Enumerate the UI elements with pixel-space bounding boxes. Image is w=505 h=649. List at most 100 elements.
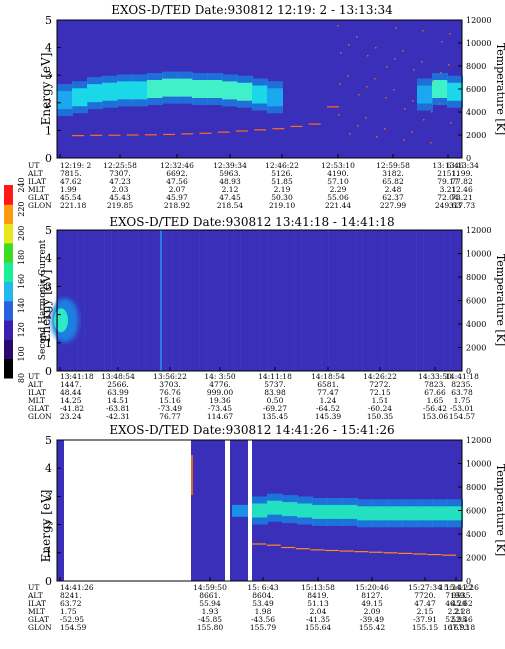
temperature-point	[368, 551, 383, 553]
temperature-point	[254, 129, 267, 131]
orbit-value: 145.39	[315, 412, 341, 421]
heatmap-band-core	[312, 504, 328, 519]
noise-dot	[367, 55, 369, 57]
y-tick-label: 4	[45, 42, 52, 55]
temperature-point	[442, 554, 456, 556]
temperature-point	[266, 544, 281, 546]
temperature-point	[325, 549, 340, 552]
stripe	[328, 230, 329, 371]
orbit-value: 1199.	[451, 169, 472, 178]
orbit-value: 12:46:22	[265, 161, 299, 170]
stripe	[172, 230, 173, 371]
noise-dot	[375, 47, 377, 49]
noise-dot	[347, 75, 349, 77]
orbit-value: 13:13:34	[445, 161, 479, 170]
orbit-value: 83.98	[264, 388, 286, 397]
orbit-value: -73.45	[208, 404, 232, 413]
noise-dot	[450, 122, 452, 124]
noise-dot	[340, 52, 342, 54]
panel-2-orbit-table: UTALTILATMLTGLATGLON13:41:181447.48.4414…	[27, 367, 479, 421]
panel-2-heatmap	[51, 230, 451, 371]
heatmap-band-core	[207, 80, 223, 98]
orbit-value: 1.93	[202, 607, 219, 616]
data-gap	[248, 440, 252, 581]
orbit-value: 12:39:34	[213, 161, 247, 170]
orbit-row-label: GLAT	[28, 615, 49, 624]
orbit-value: 6692.	[166, 169, 187, 178]
stripe	[138, 230, 139, 371]
orbit-value: 48.44	[60, 388, 82, 397]
orbit-row-label: ILAT	[28, 599, 46, 608]
y2-tick-label: 0	[466, 154, 471, 163]
orbit-value: 1.75	[60, 607, 77, 616]
noise-dot	[422, 30, 424, 32]
stripe	[84, 230, 85, 371]
colorbar-swatch	[4, 320, 13, 340]
orbit-value: 154.57	[449, 412, 475, 421]
temperature-point	[90, 134, 103, 136]
orbit-value: -63.81	[106, 404, 130, 413]
y-tick-label: 3	[45, 69, 52, 82]
stripe	[267, 230, 268, 371]
noise-dot	[366, 86, 368, 88]
orbit-value: 2.48	[385, 185, 402, 194]
panel-3-title: EXOS-D/TED Date:930812 14:41:26 - 15:41:…	[109, 423, 394, 437]
data-gap	[225, 440, 230, 581]
orbit-value: 999.00	[207, 388, 233, 397]
panel-3: EXOS-D/TED Date:930812 14:41:26 - 15:41:…	[27, 423, 505, 632]
heatmap-band-core	[447, 506, 463, 521]
noise-dot	[348, 44, 350, 46]
orbit-value: 5737.	[264, 380, 285, 389]
y2-tick-label: 8000	[466, 273, 486, 282]
y2-tick-label: 0	[466, 577, 471, 586]
heatmap-band-core	[117, 81, 133, 100]
orbit-value: 45.62	[451, 599, 473, 608]
orbit-value: 23.24	[60, 412, 82, 421]
orbit-value: -53.01	[450, 404, 474, 413]
colorbar-swatch	[4, 358, 13, 379]
orbit-row-label: ILAT	[28, 177, 46, 186]
orbit-value: 2151.	[437, 169, 458, 178]
orbit-value: 14:33:50	[418, 372, 452, 381]
orbit-value: 154.59	[60, 623, 86, 632]
orbit-value: 218.54	[217, 201, 243, 210]
y-tick-label: 2	[45, 309, 52, 322]
stripe	[165, 230, 166, 371]
orbit-value: 48.93	[219, 177, 241, 186]
orbit-value: 2566.	[107, 380, 128, 389]
orbit-value: 47.62	[60, 177, 82, 186]
y2-tick-label: 12000	[466, 16, 491, 25]
orbit-value: 7307.	[109, 169, 130, 178]
colorbar-label: Second Harmonic Current	[38, 239, 48, 360]
orbit-value: 14:18:54	[311, 372, 345, 381]
y-tick-label: 5	[45, 434, 52, 447]
orbit-value: 15:34:22	[439, 583, 473, 592]
stripe	[240, 230, 241, 371]
orbit-value: 2.09	[364, 607, 381, 616]
panel-1-y2-ticks: 0 2000 4000 6000 8000 10000 12000	[458, 16, 491, 163]
orbit-row-label: GLON	[28, 201, 52, 210]
heatmap-band-core	[147, 80, 163, 98]
orbit-row-label: ILAT	[28, 388, 46, 397]
orbit-value: 12:59:58	[376, 161, 410, 170]
orbit-value: -37.91	[413, 615, 437, 624]
orbit-value: 2.04	[310, 607, 327, 616]
orbit-value: 8604.	[252, 591, 273, 600]
temperature-point	[126, 134, 139, 136]
stripe	[294, 230, 295, 371]
orbit-value: 1.24	[320, 396, 337, 405]
y-tick-label: 0	[45, 152, 52, 165]
orbit-value: 221.44	[325, 201, 351, 210]
orbit-value: -60.24	[368, 404, 392, 413]
temperature-point	[295, 548, 310, 550]
noise-dot	[432, 80, 434, 82]
heatmap-band-core	[162, 78, 178, 97]
y2-tick-label: 0	[466, 367, 471, 376]
heatmap-band-core	[57, 91, 73, 110]
heatmap-band-core	[252, 503, 268, 518]
orbit-row-label: ALT	[27, 591, 43, 600]
heatmap-band-core	[282, 502, 298, 517]
orbit-row-label: ALT	[27, 169, 43, 178]
